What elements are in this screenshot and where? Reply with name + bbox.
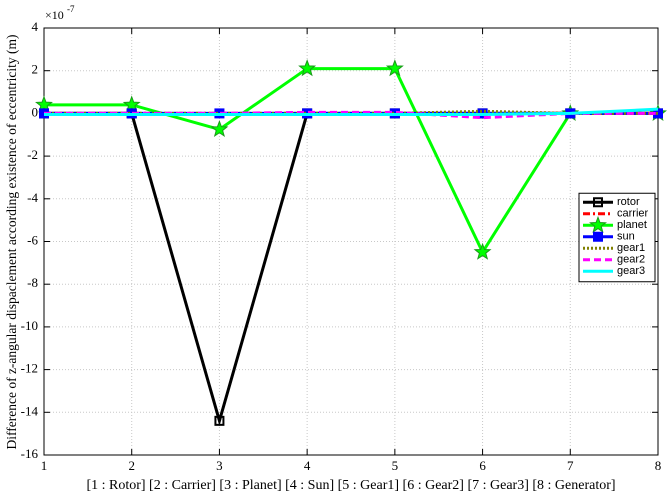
series-line	[44, 67, 658, 256]
y-axis-label: Difference of z-angular dispaclement acc…	[4, 34, 19, 449]
legend-marker	[593, 231, 603, 242]
x-tick-label: 7	[567, 458, 574, 473]
legend-label: carrier	[617, 208, 649, 220]
y-tick-label: -6	[27, 232, 38, 247]
x-axis-label: [1 : Rotor] [2 : Carrier] [3 : Planet] […	[86, 478, 615, 493]
x-tick-label: 4	[304, 458, 311, 473]
y-multiplier: ×10	[45, 8, 64, 22]
y-tick-label: -10	[21, 318, 38, 333]
marker	[385, 59, 404, 77]
y-tick-label: -12	[21, 361, 38, 376]
y-tick-label: -4	[27, 190, 38, 205]
marker	[35, 95, 53, 113]
x-tick-label: 1	[41, 458, 48, 473]
y-multiplier-exponent: -7	[67, 4, 75, 14]
legend-label: gear3	[617, 265, 645, 277]
legend-label: gear2	[617, 254, 645, 266]
y-tick-label: 2	[32, 62, 39, 77]
x-tick-label: 5	[392, 458, 399, 473]
marker	[214, 415, 225, 426]
marker	[122, 95, 141, 113]
legend-label: sun	[617, 231, 635, 243]
legend-label: gear1	[617, 242, 645, 254]
x-tick-label: 3	[216, 458, 223, 473]
marker	[210, 119, 229, 138]
y-tick-label: -8	[27, 275, 38, 290]
legend-marker	[589, 215, 607, 233]
series-line	[44, 107, 659, 116]
y-tick-label: -2	[27, 147, 38, 162]
y-tick-label: 0	[32, 104, 39, 119]
marker	[473, 242, 492, 260]
legend-label: rotor	[617, 196, 640, 208]
plot-frame	[43, 27, 659, 456]
x-tick-label: 8	[655, 458, 662, 473]
legend-label: planet	[617, 219, 647, 231]
legend-marker	[593, 197, 603, 208]
marker	[298, 59, 317, 77]
y-tick-label: 4	[32, 19, 39, 34]
x-tick-label: 2	[128, 458, 135, 473]
y-tick-label: -16	[21, 446, 39, 461]
y-tick-label: -14	[21, 403, 39, 418]
x-tick-label: 6	[479, 458, 486, 473]
